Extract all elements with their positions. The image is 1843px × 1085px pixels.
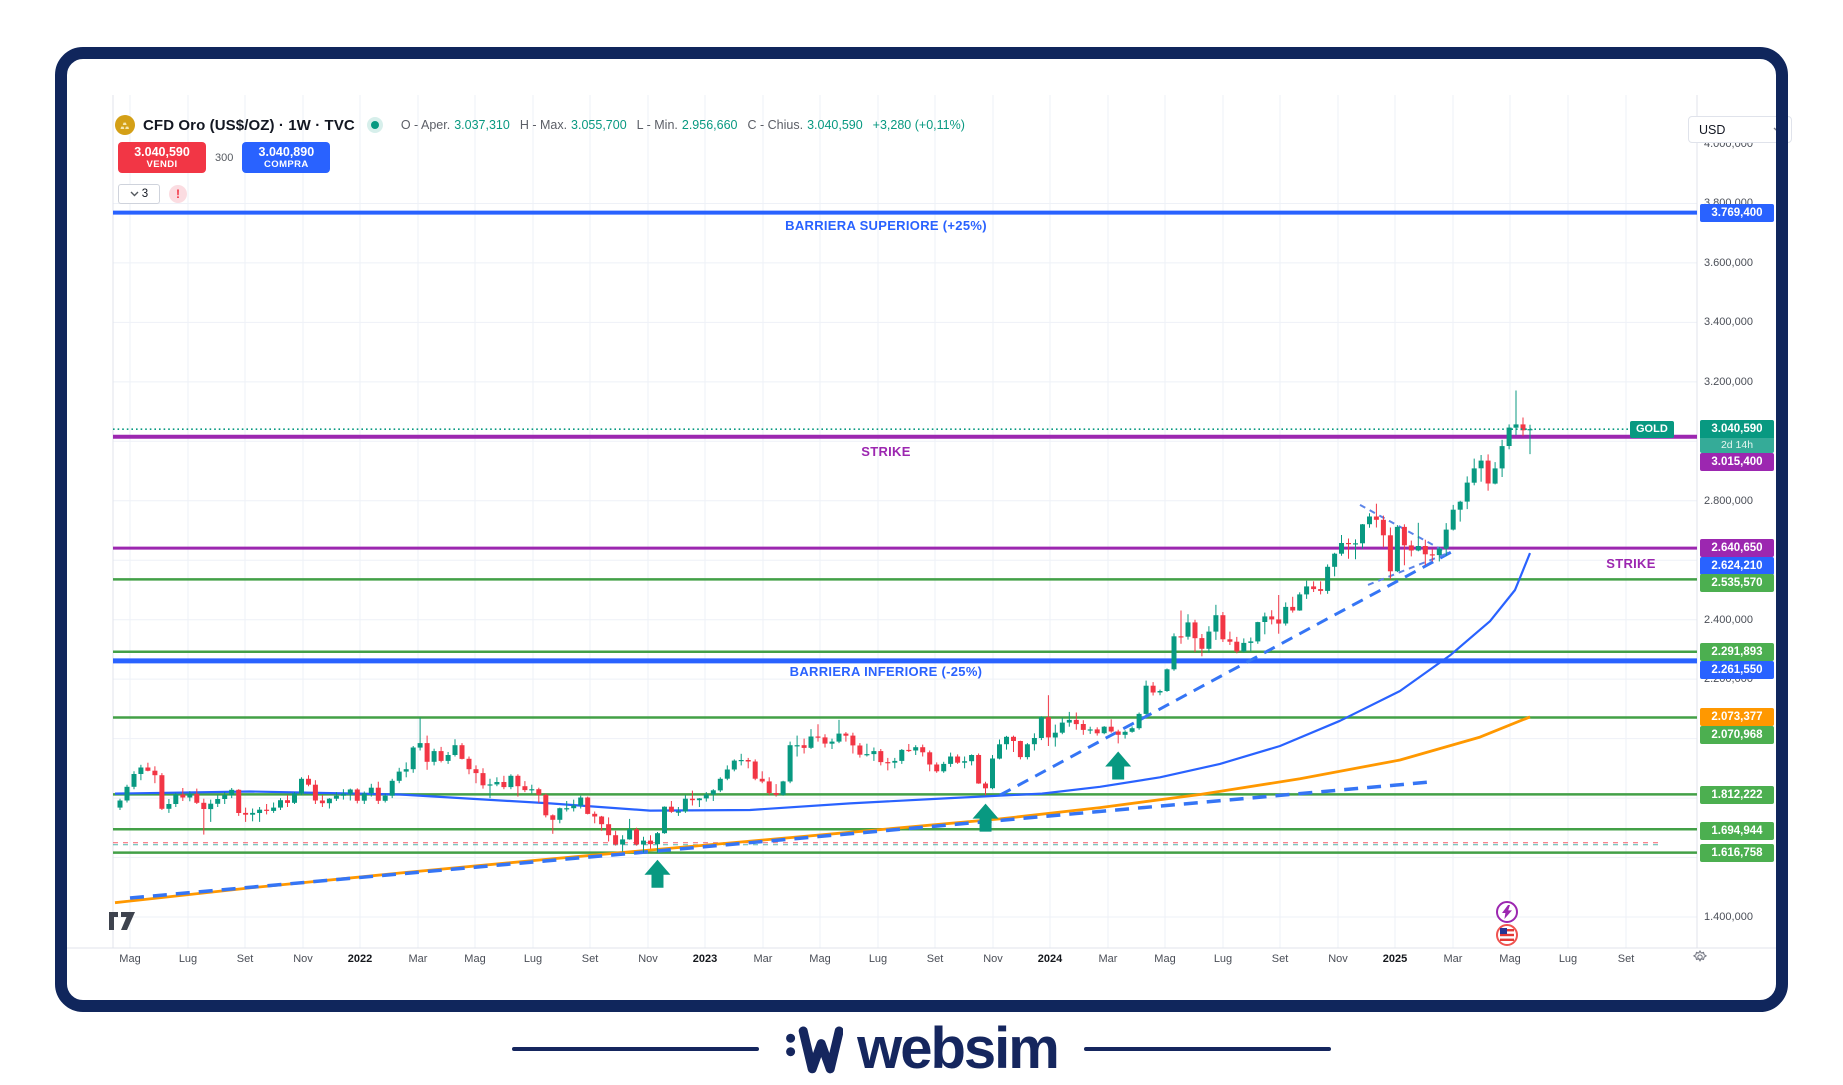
sell-button[interactable]: 3.040,590 VENDI — [118, 142, 206, 173]
gridlines — [67, 95, 1776, 949]
ohlc-field-label: C - Chius. — [747, 118, 804, 132]
buy-price: 3.040,890 — [258, 144, 315, 159]
ohlc-field-value: 3.040,590 — [807, 118, 863, 132]
chevron-down-icon — [130, 191, 139, 197]
buy-signal-arrows — [644, 751, 1132, 888]
up-arrow-icon — [1105, 751, 1132, 780]
price-level-lines — [113, 210, 1697, 854]
trendlines — [129, 504, 1456, 900]
alert-warning-icon[interactable]: ! — [169, 185, 187, 203]
up-arrow-icon — [644, 859, 671, 888]
lightning-event-icon[interactable] — [1496, 901, 1518, 923]
ohlc-field-label: O - Aper. — [400, 118, 451, 132]
currency-value: USD — [1699, 122, 1726, 137]
trade-buttons: 3.040,590 VENDI 300 3.040,890 COMPRA — [118, 142, 331, 173]
currency-selector[interactable]: USD — [1688, 116, 1792, 143]
ma-fast-line — [114, 552, 1532, 812]
objects-count: 3 — [141, 188, 149, 200]
symbol-tag-label: GOLD — [1630, 421, 1674, 438]
symbol-header: CFD Oro (US$/OZ) · 1W · TVC O - Aper. 3.0… — [115, 115, 965, 135]
brand-line-left — [512, 1046, 760, 1051]
tradingview-watermark-icon[interactable] — [108, 910, 138, 937]
bar-countdown-label: 2d 14h — [1700, 438, 1774, 453]
symbol-title[interactable]: CFD Oro (US$/OZ) · 1W · TVC — [143, 116, 355, 134]
chevron-down-icon — [1773, 126, 1783, 133]
ohlc-field-value: 3.037,310 — [454, 118, 510, 132]
ohlc-field-label: H - Max. — [519, 118, 568, 132]
objects-count-pill[interactable]: 3 — [118, 184, 160, 204]
last-price-label: 3.040,590 — [1700, 420, 1774, 438]
price-change: +3,280 (+0,11%) — [872, 118, 965, 132]
alert-dashed-lines — [113, 842, 1660, 846]
ma-slow-line — [114, 715, 1531, 905]
websim-wordmark: websim — [857, 1015, 1060, 1081]
moving-average-lines — [114, 552, 1532, 905]
ohlc-field-value: 3.055,700 — [571, 118, 627, 132]
websim-logo: websim — [785, 1015, 1060, 1081]
chart-mini-toolbar: 3 ! — [118, 184, 187, 204]
gold-symbol-icon — [115, 115, 135, 135]
websim-logo-mark-icon — [786, 1026, 844, 1073]
us-flag-event-icon[interactable] — [1496, 924, 1518, 946]
buy-button[interactable]: 3.040,890 COMPRA — [242, 142, 331, 173]
timezone-settings-gear-icon[interactable] — [1692, 949, 1708, 971]
footer: websim — [0, 1012, 1843, 1085]
market-status-icon[interactable] — [366, 117, 383, 133]
brand-line-right — [1083, 1046, 1331, 1051]
up-arrow-icon — [972, 803, 999, 832]
ohlc-field-value: 2.956,660 — [681, 118, 738, 132]
ohlc-readout: O - Aper. 3.037,310 H - Max. 3.055,700 L - M… — [401, 118, 965, 132]
sell-label: VENDI — [146, 158, 178, 170]
ohlc-field-label: L - Min. — [636, 118, 678, 132]
spread-value: 300 — [215, 151, 234, 164]
sell-price: 3.040,590 — [134, 144, 190, 159]
candles-layer — [117, 390, 1533, 853]
buy-label: COMPRA — [264, 158, 309, 170]
